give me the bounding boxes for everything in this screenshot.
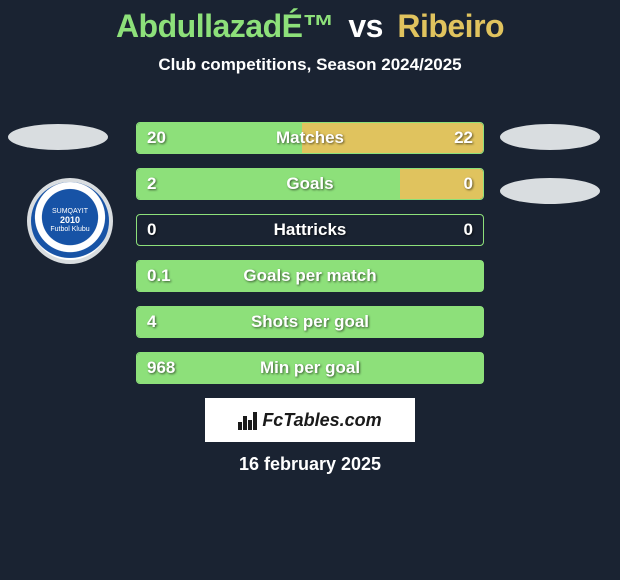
stat-label: Matches xyxy=(137,123,483,153)
stat-row: 0.1Goals per match xyxy=(136,260,484,292)
stat-row: 2022Matches xyxy=(136,122,484,154)
subtitle: Club competitions, Season 2024/2025 xyxy=(0,55,620,75)
stat-label: Min per goal xyxy=(137,353,483,383)
comparison-title: AbdullazadÉ™ vs Ribeiro xyxy=(0,0,620,45)
club-crest: SUMQAYIT 2010 Futbol Klubu xyxy=(27,178,113,264)
stats-container: 2022Matches 20Goals 00Hattricks 0.1Goals pe… xyxy=(136,122,484,398)
stat-row: 4Shots per goal xyxy=(136,306,484,338)
player2-name: Ribeiro xyxy=(397,8,504,44)
snapshot-date: 16 february 2025 xyxy=(0,454,620,475)
branding-badge: FcTables.com xyxy=(205,398,415,442)
crest-year: 2010 xyxy=(45,216,95,226)
decorative-pill xyxy=(8,124,108,150)
decorative-pill xyxy=(500,124,600,150)
stat-label: Hattricks xyxy=(137,215,483,245)
stat-label: Goals xyxy=(137,169,483,199)
player1-name: AbdullazadÉ™ xyxy=(116,8,334,44)
decorative-pill xyxy=(500,178,600,204)
chart-icon xyxy=(238,410,258,430)
stat-label: Goals per match xyxy=(137,261,483,291)
stat-row: 00Hattricks xyxy=(136,214,484,246)
crest-bottom-text: Futbol Klubu xyxy=(45,226,95,234)
stat-label: Shots per goal xyxy=(137,307,483,337)
vs-text: vs xyxy=(348,8,383,44)
branding-text: FcTables.com xyxy=(262,410,381,431)
stat-row: 20Goals xyxy=(136,168,484,200)
stat-row: 968Min per goal xyxy=(136,352,484,384)
